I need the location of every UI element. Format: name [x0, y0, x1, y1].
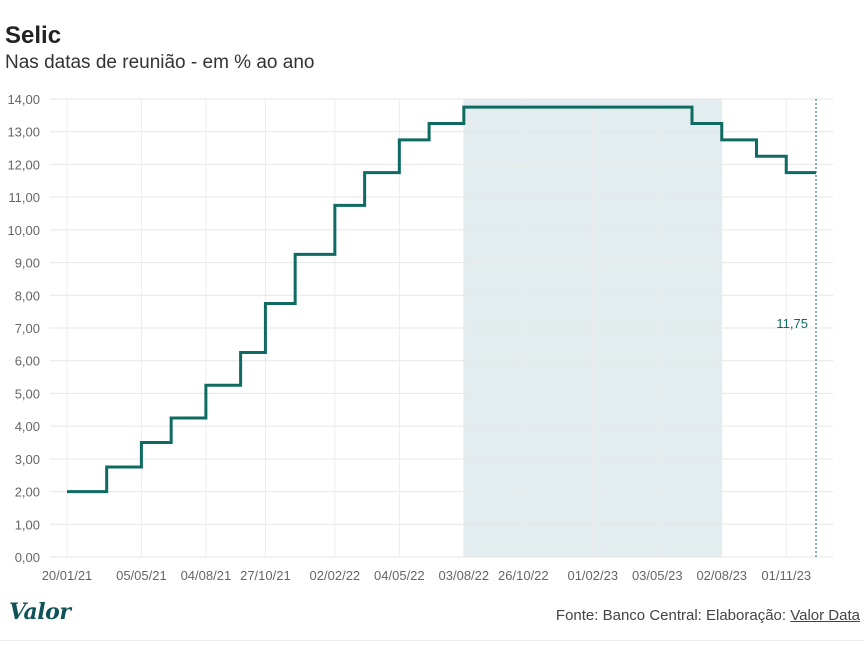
y-tick-label: 5,00 — [15, 386, 40, 401]
y-tick-label: 4,00 — [15, 419, 40, 434]
y-tick-label: 12,00 — [7, 157, 40, 172]
data-point — [239, 383, 243, 387]
source-text: Fonte: Banco Central: Elaboração: — [555, 607, 791, 624]
data-point — [293, 301, 297, 305]
x-tick-label: 01/11/23 — [761, 568, 811, 583]
source-link[interactable]: Valor Data — [790, 607, 860, 624]
y-tick-label: 11,00 — [8, 190, 40, 205]
valor-logo: Valor — [9, 599, 71, 625]
y-tick-label: 0,00 — [15, 550, 40, 565]
data-point — [784, 154, 788, 158]
y-tick-label: 6,00 — [15, 354, 40, 369]
x-tick-label: 26/10/22 — [498, 568, 549, 583]
x-tick-label: 02/08/23 — [696, 568, 747, 583]
data-point — [462, 122, 466, 126]
y-tick-label: 10,00 — [7, 223, 40, 238]
data-point — [169, 441, 173, 445]
data-point — [105, 490, 109, 494]
data-point — [754, 138, 758, 142]
y-tick-label: 7,00 — [15, 321, 40, 336]
data-point — [333, 252, 337, 256]
data-point — [139, 465, 143, 469]
data-point — [363, 203, 367, 207]
chart-subtitle: Nas datas de reunião - em % ao ano — [5, 52, 315, 73]
x-tick-label: 20/01/21 — [42, 568, 93, 583]
x-tick-label: 01/02/23 — [567, 568, 618, 583]
x-tick-label: 27/10/21 — [240, 568, 291, 583]
annotation-label: 11,75 — [776, 316, 808, 331]
data-point — [397, 171, 401, 175]
x-tick-label: 04/05/22 — [374, 568, 425, 583]
y-tick-label: 2,00 — [15, 485, 40, 500]
data-point — [690, 105, 694, 109]
data-point — [497, 105, 501, 109]
x-tick-label: 03/08/22 — [439, 568, 490, 583]
selic-series-line — [67, 105, 816, 494]
y-tick-label: 8,00 — [15, 288, 40, 303]
x-tick-label: 03/05/23 — [632, 568, 683, 583]
y-tick-label: 14,00 — [7, 92, 40, 107]
x-tick-label: 02/02/22 — [310, 568, 361, 583]
data-point — [263, 351, 267, 355]
y-tick-label: 1,00 — [15, 517, 40, 532]
selic-step-chart: 0,00 1,00 2,00 3,00 4,00 5,00 6,00 7,00 8,00 9,00… — [7, 92, 833, 583]
x-tick-label: 05/05/21 — [116, 568, 167, 583]
data-point — [591, 105, 595, 109]
x-tick-label: 04/08/21 — [181, 568, 232, 583]
y-tick-label: 13,00 — [7, 125, 40, 140]
data-point — [626, 105, 630, 109]
footer-divider — [0, 640, 864, 641]
y-tick-label: 9,00 — [15, 256, 40, 271]
data-point — [427, 138, 431, 142]
source-note: Fonte: Banco Central: Elaboração: Valor … — [556, 607, 860, 624]
chart-title: Selic — [5, 22, 62, 49]
y-tick-label: 3,00 — [15, 452, 40, 467]
data-point — [551, 105, 555, 109]
data-point — [204, 416, 208, 420]
data-point — [521, 105, 525, 109]
data-point — [720, 122, 724, 126]
data-point — [655, 105, 659, 109]
